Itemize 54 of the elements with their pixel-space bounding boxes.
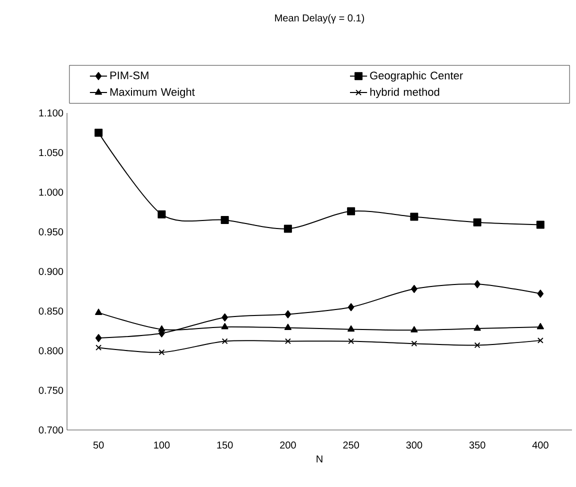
point: [222, 338, 228, 344]
x-tick-label: 200: [280, 442, 296, 449]
legend-label: hybrid method: [370, 88, 440, 98]
point: [94, 128, 103, 137]
point: [95, 308, 102, 315]
point: [284, 224, 292, 233]
y-tick-label: 1.100: [39, 109, 64, 117]
x-tick-label: 100: [154, 442, 170, 449]
point: [220, 216, 229, 224]
x-tick-label: 150: [217, 442, 233, 449]
legend-label: Maximum Weight: [110, 88, 195, 98]
point: [411, 284, 418, 293]
y-tick-label: 0.800: [38, 347, 64, 354]
point: [348, 325, 355, 332]
chart-title: Mean Delay(γ = 0.1): [275, 14, 364, 24]
x-tick-label: 350: [469, 442, 486, 449]
point: [96, 344, 102, 351]
point: [473, 218, 482, 226]
point: [410, 326, 418, 332]
point: [536, 322, 544, 330]
point: [348, 338, 354, 344]
point: [95, 334, 102, 342]
point: [284, 310, 292, 318]
point: [537, 290, 544, 298]
point: [221, 322, 228, 330]
x-tick-label: 300: [406, 442, 422, 449]
point: [537, 337, 544, 344]
point: [411, 340, 418, 347]
x-tick-label: 50: [93, 442, 104, 449]
point: [474, 324, 481, 331]
y-tick-label: 1.050: [39, 149, 64, 156]
point: [536, 220, 544, 229]
point: [474, 280, 480, 288]
y-tick-label: 0.700: [38, 426, 64, 434]
point: [158, 325, 166, 332]
point: [284, 324, 292, 330]
y-tick-label: 1.000: [39, 188, 64, 196]
point: [347, 207, 356, 216]
y-tick-label: 0.900: [38, 268, 64, 276]
point: [284, 338, 291, 344]
y-tick-label: 0.950: [38, 228, 64, 236]
point: [158, 349, 165, 356]
x-tick-label: 250: [343, 442, 360, 449]
x-axis-title: N: [316, 455, 322, 462]
point: [222, 313, 228, 322]
y-tick-label: 0.750: [38, 386, 64, 394]
y-tick-label: 0.850: [38, 308, 64, 315]
point: [474, 342, 480, 348]
legend-label: PIM-SM: [110, 72, 148, 80]
point: [410, 212, 418, 221]
legend-label: Geographic Center: [370, 71, 463, 82]
x-tick-label: 400: [532, 442, 548, 449]
point: [158, 210, 166, 218]
point: [348, 303, 354, 312]
